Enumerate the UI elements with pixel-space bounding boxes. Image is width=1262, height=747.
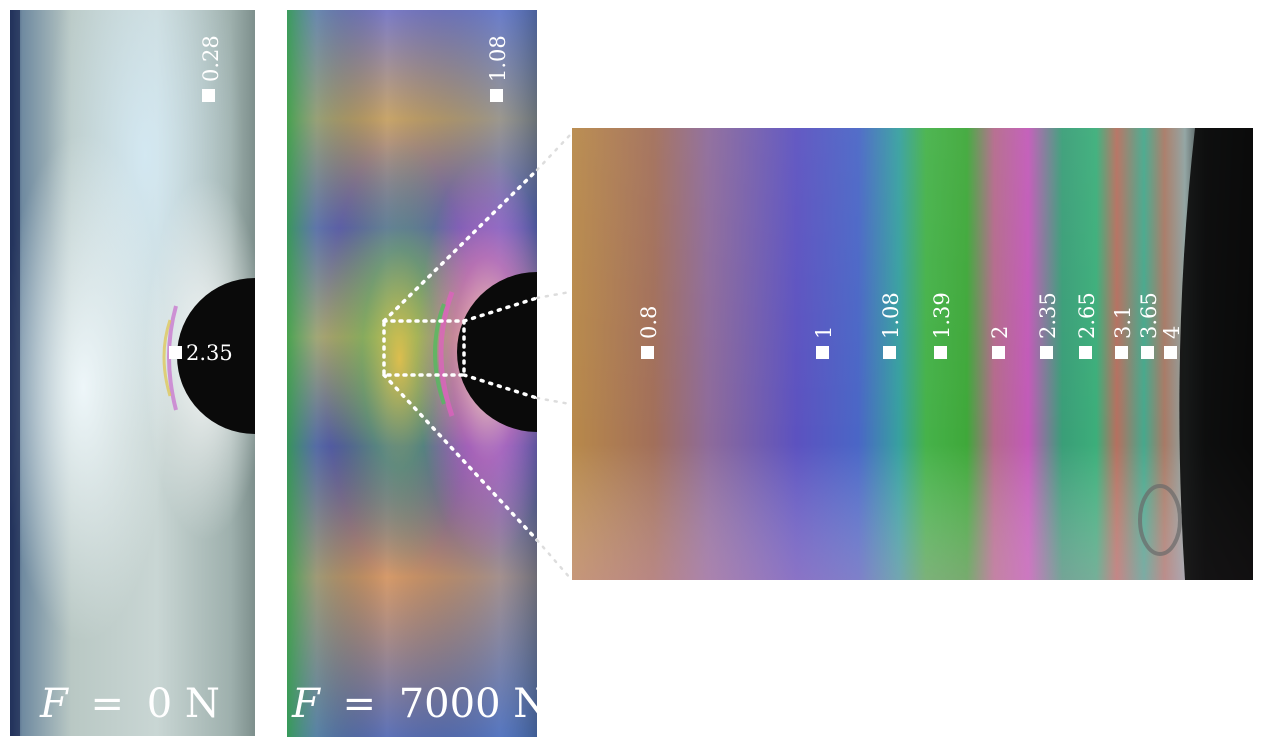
marker-label: 1 [812,326,836,339]
hole-unloaded [177,278,255,434]
marker-square [883,346,896,359]
zoom-guide-lines-outer [535,133,572,580]
zoom-guide-lines [382,168,539,542]
marker-square [1040,346,1053,359]
zoom-panel: 0.8 1 1.08 1.39 2 2.35 2.65 3.1 3.65 4 [572,128,1253,580]
marker-label: 0.8 [637,306,661,339]
marker-square [934,346,947,359]
marker-label: 4 [1160,326,1184,339]
marker-square [1164,346,1177,359]
marker-square [641,346,654,359]
specimen-panel-loaded: 1.08 F = 7000 N [287,10,548,737]
force-label-unloaded: F = 0 N [39,681,220,727]
marker-label: 2 [988,326,1012,339]
marker-square [992,346,1005,359]
marker-label: 2.65 [1075,292,1099,339]
marker-square [816,346,829,359]
marker-square [1141,346,1154,359]
marker-label: 2.35 [1036,292,1060,339]
marker-square [1115,346,1128,359]
marker-label: 1.08 [879,292,903,339]
marker-label: 3.1 [1111,306,1135,339]
marker-label: 1.08 [486,35,510,82]
marker-label: 2.35 [186,341,233,365]
marker-label: 0.28 [199,35,223,82]
specimen-panel-unloaded: 0.28 2.35 F = 0 N [10,10,255,736]
marker-square [202,89,215,102]
marker-square [1079,346,1092,359]
marker-label: 3.65 [1137,292,1161,339]
marker-square [169,346,182,359]
marker-label: 1.39 [930,292,954,339]
force-label-loaded: F = 7000 N [291,681,548,727]
zoom-region-box [382,319,466,377]
marker-square [490,89,503,102]
